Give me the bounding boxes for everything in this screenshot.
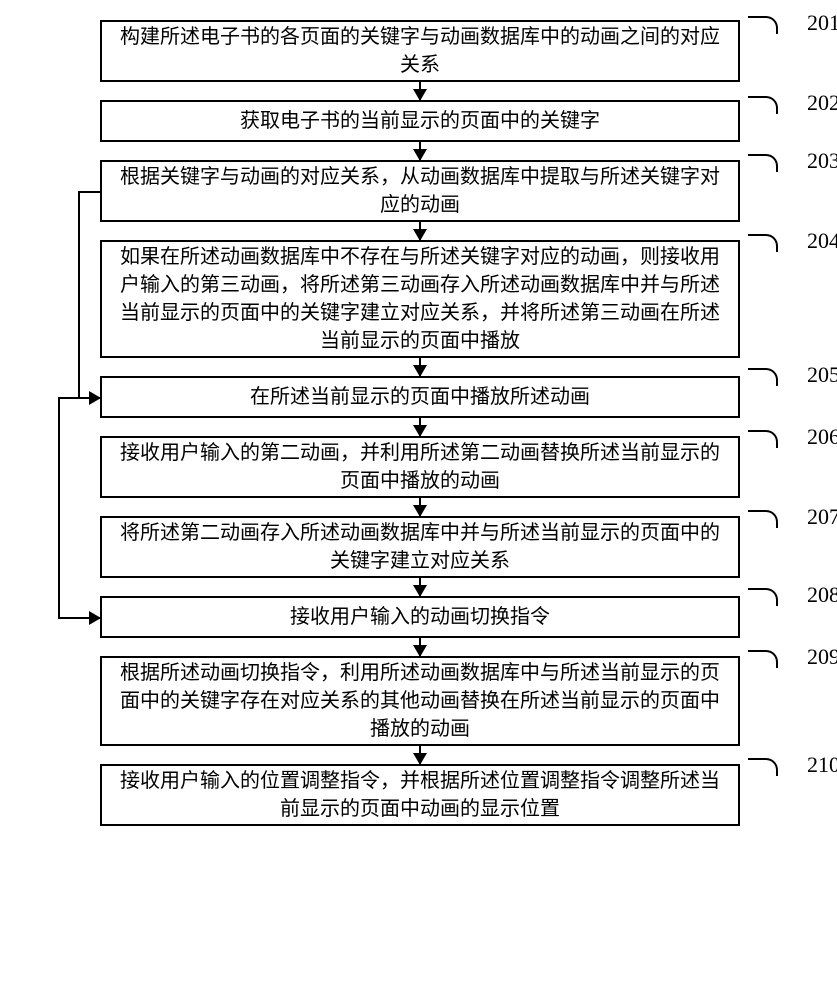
flow-box-207: 将所述第二动画存入所述动画数据库中并与所述当前显示的页面中的关键字建立对应关系 bbox=[100, 516, 740, 578]
side-conn-205-208-in bbox=[58, 617, 100, 619]
flow-ref-202: 202 bbox=[807, 90, 837, 116]
flow-arrow-204-down bbox=[419, 358, 421, 376]
flow-ref-208: 208 bbox=[807, 582, 837, 608]
flow-arrow-202-down bbox=[419, 142, 421, 160]
flow-leader-203 bbox=[748, 154, 778, 172]
flow-leader-204 bbox=[748, 234, 778, 252]
flow-leader-201 bbox=[748, 16, 778, 34]
flow-step-208: 接收用户输入的动画切换指令208 bbox=[50, 596, 790, 638]
flow-step-204: 如果在所述动画数据库中不存在与所述关键字对应的动画，则接收用户输入的第三动画，将… bbox=[50, 240, 790, 358]
flow-leader-205 bbox=[748, 368, 778, 386]
flow-box-201: 构建所述电子书的各页面的关键字与动画数据库中的动画之间的对应关系 bbox=[100, 20, 740, 82]
flow-ref-209: 209 bbox=[807, 644, 837, 670]
flow-box-205: 在所述当前显示的页面中播放所述动画 bbox=[100, 376, 740, 418]
flow-leader-202 bbox=[748, 96, 778, 114]
flow-arrow-209-down bbox=[419, 746, 421, 764]
flow-step-209: 根据所述动画切换指令，利用所述动画数据库中与所述当前显示的页面中的关键字存在对应… bbox=[50, 656, 790, 746]
flow-step-206: 接收用户输入的第二动画，并利用所述第二动画替换所述当前显示的页面中播放的动画20… bbox=[50, 436, 790, 498]
flow-ref-206: 206 bbox=[807, 424, 837, 450]
flow-box-209: 根据所述动画切换指令，利用所述动画数据库中与所述当前显示的页面中的关键字存在对应… bbox=[100, 656, 740, 746]
flow-leader-208 bbox=[748, 588, 778, 606]
flow-box-202: 获取电子书的当前显示的页面中的关键字 bbox=[100, 100, 740, 142]
flow-leader-210 bbox=[748, 758, 778, 776]
flow-step-201: 构建所述电子书的各页面的关键字与动画数据库中的动画之间的对应关系201 bbox=[50, 20, 790, 82]
flow-step-207: 将所述第二动画存入所述动画数据库中并与所述当前显示的页面中的关键字建立对应关系2… bbox=[50, 516, 790, 578]
flow-leader-209 bbox=[748, 650, 778, 668]
flow-ref-205: 205 bbox=[807, 362, 837, 388]
flow-ref-210: 210 bbox=[807, 752, 837, 778]
flow-arrow-203-down bbox=[419, 222, 421, 240]
flow-arrow-206-down bbox=[419, 498, 421, 516]
flow-ref-204: 204 bbox=[807, 228, 837, 254]
flow-step-203: 根据关键字与动画的对应关系，从动画数据库中提取与所述关键字对应的动画203 bbox=[50, 160, 790, 222]
flow-box-208: 接收用户输入的动画切换指令 bbox=[100, 596, 740, 638]
flow-box-203: 根据关键字与动画的对应关系，从动画数据库中提取与所述关键字对应的动画 bbox=[100, 160, 740, 222]
flow-step-205: 在所述当前显示的页面中播放所述动画205 bbox=[50, 376, 790, 418]
flow-box-204: 如果在所述动画数据库中不存在与所述关键字对应的动画，则接收用户输入的第三动画，将… bbox=[100, 240, 740, 358]
flow-step-202: 获取电子书的当前显示的页面中的关键字202 bbox=[50, 100, 790, 142]
side-conn-203-205-v bbox=[78, 191, 80, 397]
flow-leader-206 bbox=[748, 430, 778, 448]
flow-arrow-205-down bbox=[419, 418, 421, 436]
flow-step-210: 接收用户输入的位置调整指令，并根据所述位置调整指令调整所述当前显示的页面中动画的… bbox=[50, 764, 790, 826]
flow-arrow-208-down bbox=[419, 638, 421, 656]
flow-leader-207 bbox=[748, 510, 778, 528]
flow-ref-207: 207 bbox=[807, 504, 837, 530]
flow-arrow-201-down bbox=[419, 82, 421, 100]
flow-box-206: 接收用户输入的第二动画，并利用所述第二动画替换所述当前显示的页面中播放的动画 bbox=[100, 436, 740, 498]
flow-box-210: 接收用户输入的位置调整指令，并根据所述位置调整指令调整所述当前显示的页面中动画的… bbox=[100, 764, 740, 826]
flow-ref-201: 201 bbox=[807, 10, 837, 36]
side-conn-205-208-v bbox=[58, 397, 60, 617]
flow-arrow-207-down bbox=[419, 578, 421, 596]
side-conn-205-208-out bbox=[58, 397, 100, 399]
side-conn-203-205-out bbox=[78, 191, 100, 193]
flow-ref-203: 203 bbox=[807, 148, 837, 174]
